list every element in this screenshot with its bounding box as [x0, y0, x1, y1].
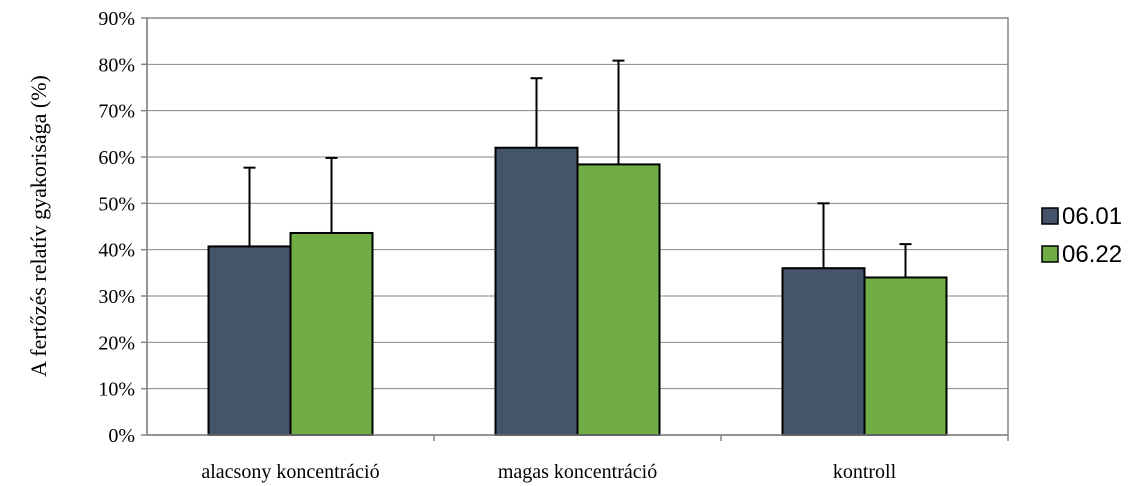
- axes: [146, 18, 1008, 436]
- y-tick-label: 90%: [98, 8, 135, 30]
- y-tick-label: 10%: [98, 379, 135, 401]
- bars: [207, 146, 948, 437]
- legend-label: 06.22: [1062, 241, 1122, 268]
- y-tick-label: 70%: [98, 101, 135, 123]
- bar: [781, 267, 866, 437]
- x-tick-label: kontroll: [833, 461, 897, 483]
- bar: [576, 163, 661, 436]
- bar: [494, 146, 579, 436]
- legend: 06.01 06.22: [1041, 203, 1122, 268]
- legend-label: 06.01: [1062, 203, 1122, 230]
- x-tick-label: alacsony koncentráció: [201, 461, 379, 483]
- y-tick-label: 60%: [98, 147, 135, 169]
- bar: [289, 231, 374, 436]
- x-tick-labels: alacsony koncentráció magas koncentráció k…: [201, 435, 1009, 483]
- y-tick-labels: 0% 10% 20% 30% 40% 50% 60% 70% 80% 90%: [98, 8, 147, 447]
- y-tick-label: 0%: [108, 425, 135, 447]
- y-axis-title: A fertőzés relatív gyakorisága (%): [26, 75, 51, 377]
- y-tick-label: 20%: [98, 332, 135, 354]
- error-bars: [243, 59, 912, 278]
- bar: [207, 245, 292, 436]
- y-tick-label: 50%: [98, 193, 135, 215]
- legend-swatch: [1041, 245, 1059, 263]
- x-tick-label: magas koncentráció: [498, 461, 657, 483]
- bar: [863, 276, 948, 437]
- y-tick-label: 80%: [98, 54, 135, 76]
- y-tick-label: 30%: [98, 286, 135, 308]
- y-tick-label: 40%: [98, 240, 135, 262]
- legend-swatch: [1041, 207, 1059, 225]
